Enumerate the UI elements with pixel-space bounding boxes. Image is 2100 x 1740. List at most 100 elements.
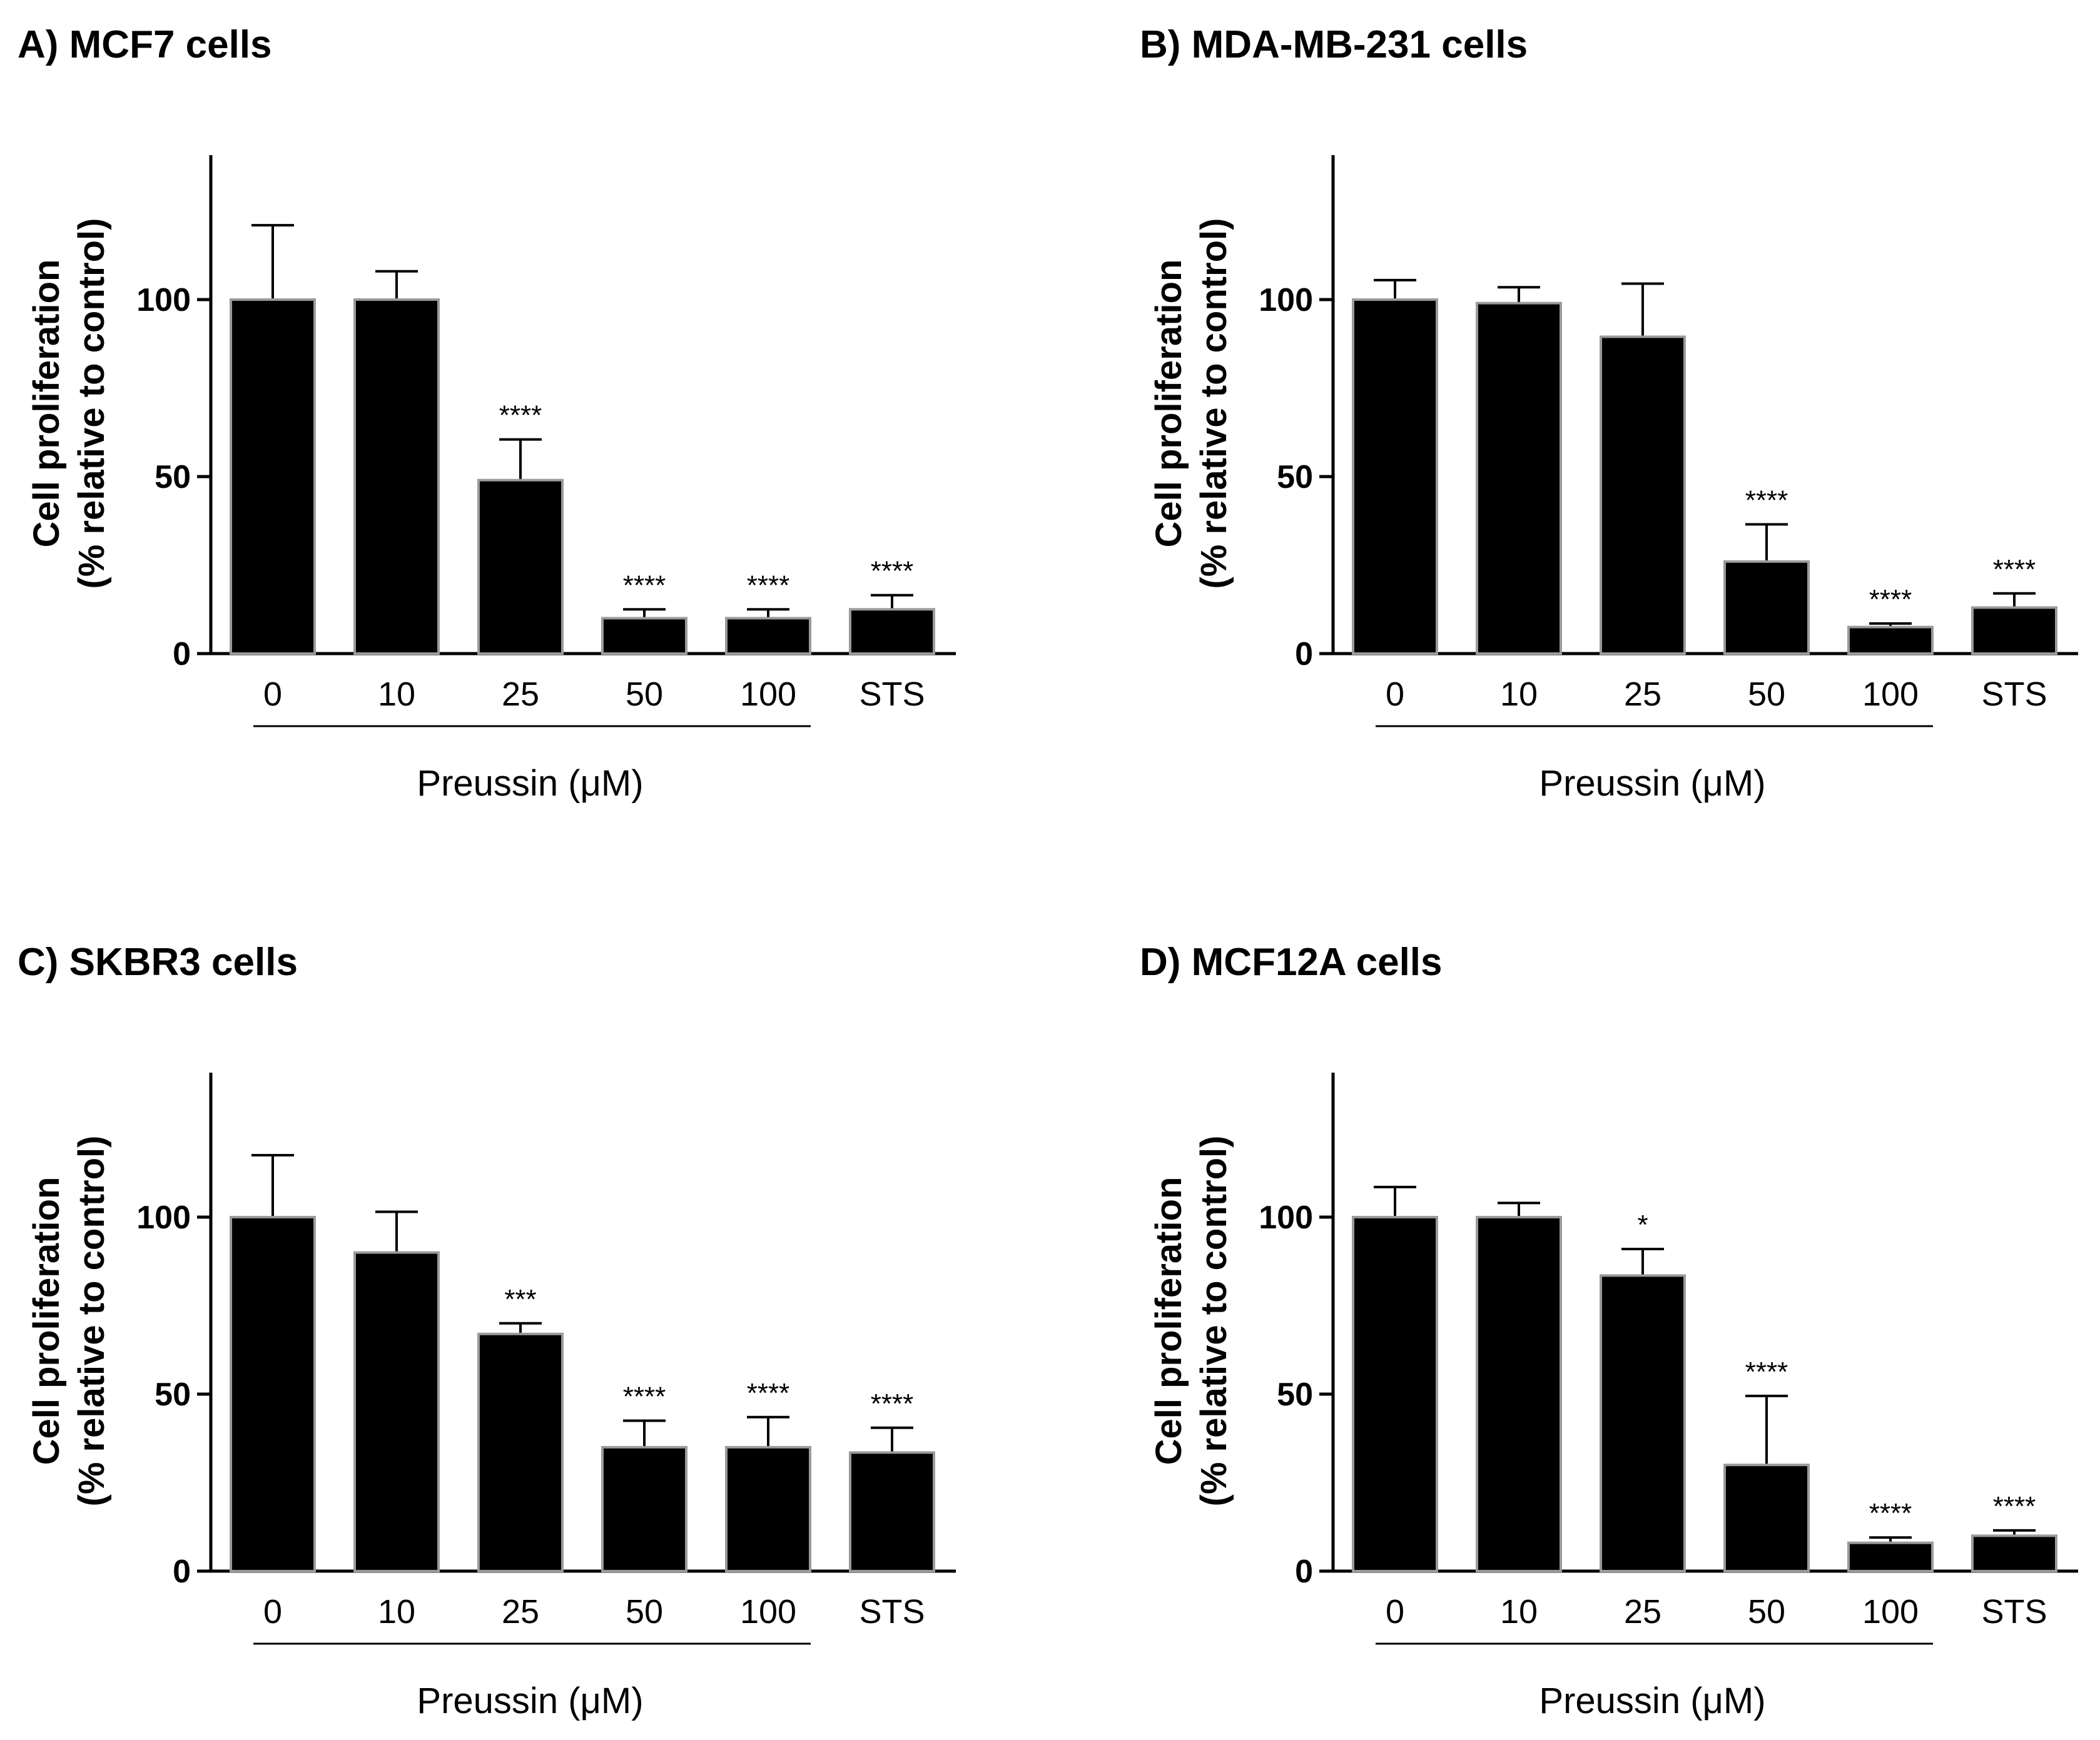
bar: [1352, 298, 1438, 655]
y-axis-label-line2: (% relative to control): [71, 218, 112, 589]
panel-3: D) MCF12A cells Cell proliferation (% rela…: [1140, 941, 2078, 1721]
x-tick-label: 25: [1624, 1593, 1661, 1631]
y-axis-label-line2-group: (% relative to control): [1194, 218, 1234, 589]
y-axis-label-line2: (% relative to control): [71, 1136, 112, 1507]
significance-label: ****: [1869, 584, 1912, 615]
bar: [601, 617, 687, 655]
y-axis-label-line2: (% relative to control): [1194, 218, 1234, 589]
significance-label: ****: [871, 1388, 914, 1419]
y-axis-label-line1-group: Cell proliferation: [1149, 260, 1189, 548]
x-tick-label: 100: [1862, 1593, 1919, 1631]
x-tick-label: 0: [1386, 1593, 1404, 1631]
y-axis-label-line2: (% relative to control): [1194, 1136, 1234, 1507]
x-tick-label: 50: [1748, 675, 1785, 713]
x-tick-label: 10: [1500, 1593, 1538, 1631]
x-tick-label: 0: [263, 1593, 282, 1631]
significance-label: ****: [747, 570, 790, 600]
y-tick-label: 0: [173, 1554, 191, 1590]
significance-label: ****: [1869, 1498, 1912, 1529]
x-tick-label: STS: [1981, 1593, 2047, 1631]
y-tick-label: 50: [155, 1377, 191, 1413]
panel-title: C) SKBR3 cells: [18, 941, 298, 984]
x-tick-label: 25: [502, 675, 539, 713]
bar: [477, 1332, 564, 1573]
y-tick-label: 50: [155, 459, 191, 495]
significance-label: ***: [504, 1284, 536, 1315]
panel-title: B) MDA-MB-231 cells: [1140, 23, 1528, 66]
y-tick-label: 50: [1277, 1377, 1313, 1413]
y-axis-label-line2-group: (% relative to control): [71, 218, 112, 589]
x-tick-label: STS: [859, 1593, 925, 1631]
bar: [1723, 560, 1810, 655]
x-tick-label: 50: [1748, 1593, 1785, 1631]
panel-title: A) MCF7 cells: [18, 23, 272, 66]
x-tick-label: STS: [1981, 675, 2047, 713]
significance-label: ****: [747, 1378, 790, 1409]
x-tick-label: 100: [740, 675, 796, 713]
bar: [725, 1445, 811, 1573]
bar: [1971, 1534, 2057, 1573]
significance-label: ****: [499, 400, 542, 431]
bar: [1723, 1464, 1810, 1573]
panel-0: A) MCF7 cells Cell proliferation (% relati…: [18, 23, 956, 804]
y-tick-label: 100: [136, 282, 191, 318]
y-axis-label-line1: Cell proliferation: [1149, 260, 1189, 548]
y-tick-label: 100: [1259, 1200, 1313, 1236]
bar: [849, 608, 935, 655]
bar: [725, 617, 811, 655]
x-tick-label: STS: [859, 675, 925, 713]
y-axis-label-line1-group: Cell proliferation: [26, 1177, 67, 1465]
y-axis-label-line1-group: Cell proliferation: [1149, 1177, 1189, 1465]
x-tick-label: 50: [626, 675, 663, 713]
x-tick-label: 25: [502, 1593, 539, 1631]
y-tick-label: 0: [173, 636, 191, 672]
x-tick-label: 10: [1500, 675, 1538, 713]
y-tick-label: 100: [136, 1200, 191, 1236]
x-tick-label: 50: [626, 1593, 663, 1631]
x-tick-label: 0: [263, 675, 282, 713]
panel-2: C) SKBR3 cells Cell proliferation (% relat…: [18, 941, 956, 1721]
x-axis-title: Preussin (μM): [417, 1681, 643, 1721]
x-tick-label: 25: [1624, 675, 1661, 713]
bar: [1600, 335, 1686, 655]
bar: [1847, 1541, 1934, 1572]
y-tick-label: 0: [1295, 636, 1313, 672]
significance-label: ****: [1993, 1491, 2036, 1522]
x-tick-label: 10: [378, 675, 415, 713]
bar: [601, 1445, 687, 1573]
significance-label: ****: [871, 556, 914, 587]
x-tick-label: 0: [1386, 675, 1404, 713]
significance-label: ****: [1993, 554, 2036, 585]
panel-title: D) MCF12A cells: [1140, 941, 1443, 984]
bar: [353, 298, 440, 655]
significance-label: ****: [1745, 485, 1788, 515]
y-tick-label: 0: [1295, 1554, 1313, 1590]
bar: [353, 1251, 440, 1572]
bar: [1476, 1216, 1562, 1572]
bar: [1476, 301, 1562, 655]
significance-label: ****: [1745, 1357, 1788, 1387]
y-axis-label-line1: Cell proliferation: [26, 260, 67, 548]
x-tick-label: 100: [740, 1593, 796, 1631]
significance-label: ****: [623, 570, 666, 600]
x-axis-title: Preussin (μM): [417, 763, 643, 804]
panel-1: B) MDA-MB-231 cells Cell proliferation (% …: [1140, 23, 2078, 804]
x-axis-title: Preussin (μM): [1539, 763, 1765, 804]
significance-label: ****: [623, 1381, 666, 1412]
y-axis-label-line2-group: (% relative to control): [1194, 1136, 1234, 1507]
bar: [1847, 625, 1934, 655]
bar: [849, 1451, 935, 1573]
bar: [1971, 606, 2057, 655]
y-tick-label: 100: [1259, 282, 1313, 318]
x-tick-label: 100: [1862, 675, 1919, 713]
bar: [230, 298, 316, 655]
significance-label: *: [1637, 1210, 1648, 1240]
bar: [477, 478, 564, 655]
bar: [1352, 1216, 1438, 1572]
y-axis-label-line1-group: Cell proliferation: [26, 260, 67, 548]
y-axis-label-line2-group: (% relative to control): [71, 1136, 112, 1507]
x-axis-title: Preussin (μM): [1539, 1681, 1765, 1721]
x-tick-label: 10: [378, 1593, 415, 1631]
bar: [1600, 1274, 1686, 1572]
